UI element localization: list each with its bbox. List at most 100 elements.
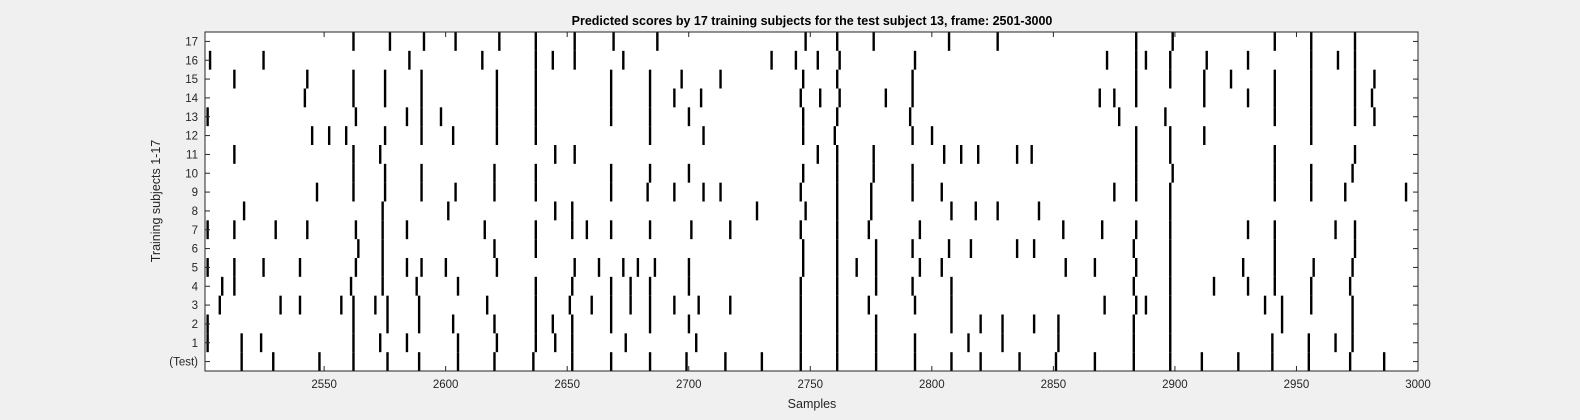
event-mark bbox=[648, 126, 652, 145]
event-mark bbox=[836, 239, 839, 258]
event-mark bbox=[451, 314, 455, 334]
event-mark bbox=[405, 107, 409, 127]
event-mark bbox=[1382, 352, 1386, 371]
event-mark bbox=[495, 258, 499, 277]
event-mark bbox=[1246, 50, 1250, 70]
event-mark bbox=[1263, 295, 1267, 315]
event-mark bbox=[534, 239, 537, 258]
event-mark bbox=[1312, 258, 1315, 277]
event-mark bbox=[724, 352, 727, 371]
event-mark bbox=[420, 88, 423, 108]
event-mark bbox=[1353, 88, 1357, 108]
event-mark bbox=[571, 352, 574, 371]
event-mark bbox=[233, 69, 236, 89]
event-mark bbox=[653, 258, 657, 277]
event-mark bbox=[493, 182, 496, 202]
event-mark bbox=[573, 258, 576, 277]
event-mark bbox=[1135, 50, 1138, 70]
event-mark bbox=[799, 220, 802, 240]
event-mark bbox=[687, 107, 691, 127]
event-mark bbox=[967, 333, 970, 353]
event-mark bbox=[816, 50, 819, 70]
event-mark bbox=[354, 107, 358, 127]
event-mark bbox=[867, 295, 871, 315]
event-mark bbox=[930, 126, 934, 145]
y-tick-label: 5 bbox=[192, 262, 198, 274]
event-mark bbox=[262, 258, 265, 277]
event-mark bbox=[1164, 107, 1167, 127]
event-mark bbox=[1057, 314, 1060, 334]
event-mark bbox=[1132, 333, 1135, 353]
event-mark bbox=[381, 201, 384, 221]
event-mark bbox=[1132, 314, 1135, 334]
event-mark bbox=[874, 239, 878, 258]
event-mark bbox=[1169, 182, 1172, 202]
event-mark bbox=[279, 295, 282, 315]
event-mark bbox=[327, 126, 331, 145]
event-mark bbox=[1015, 239, 1019, 258]
y-tick-label: 9 bbox=[192, 187, 198, 199]
event-mark bbox=[648, 163, 652, 183]
chart-title: Predicted scores by 17 training subjects… bbox=[572, 14, 1053, 28]
event-mark bbox=[799, 182, 802, 202]
event-mark bbox=[388, 32, 392, 51]
event-mark bbox=[799, 295, 802, 315]
event-mark bbox=[1310, 163, 1313, 183]
event-mark bbox=[656, 32, 659, 51]
event-mark bbox=[1307, 352, 1311, 371]
event-mark bbox=[349, 276, 353, 296]
event-mark bbox=[609, 295, 613, 315]
y-tick-label: 17 bbox=[185, 36, 198, 48]
event-mark bbox=[1334, 333, 1337, 353]
event-mark bbox=[233, 276, 236, 296]
event-mark bbox=[240, 352, 243, 371]
event-mark bbox=[836, 69, 839, 89]
event-mark bbox=[969, 239, 973, 258]
event-mark bbox=[942, 145, 946, 164]
event-mark bbox=[801, 163, 805, 183]
event-mark bbox=[1351, 314, 1354, 334]
event-mark bbox=[1144, 295, 1148, 315]
x-axis: 2550 2600 2650 2700 2750 2800 2850 2900 2950 3000 bbox=[311, 32, 1431, 391]
x-tick-label: 2900 bbox=[1162, 379, 1188, 391]
event-mark bbox=[568, 295, 572, 315]
x-tick-label: 2600 bbox=[433, 379, 459, 391]
event-mark bbox=[262, 50, 265, 70]
event-mark bbox=[1001, 333, 1004, 353]
event-mark bbox=[612, 32, 615, 51]
event-mark bbox=[799, 352, 802, 371]
event-mark bbox=[1132, 276, 1135, 296]
event-mark bbox=[597, 258, 601, 277]
event-mark bbox=[872, 145, 875, 164]
event-mark bbox=[801, 126, 805, 145]
event-mark bbox=[697, 295, 700, 315]
event-mark bbox=[1273, 163, 1276, 183]
event-mark bbox=[1353, 239, 1357, 258]
event-mark bbox=[1093, 352, 1097, 371]
event-mark bbox=[979, 314, 982, 334]
event-mark bbox=[352, 352, 355, 371]
event-mark bbox=[456, 276, 460, 296]
event-mark bbox=[1093, 258, 1097, 277]
event-mark bbox=[816, 145, 819, 164]
y-axis-title: Training subjects 1-17 bbox=[149, 140, 163, 263]
event-mark bbox=[340, 295, 343, 315]
event-mark bbox=[1273, 32, 1276, 51]
event-mark bbox=[534, 295, 537, 315]
event-mark bbox=[1246, 276, 1250, 296]
event-mark bbox=[498, 32, 501, 51]
event-mark bbox=[383, 126, 387, 145]
event-mark bbox=[1310, 295, 1313, 315]
event-mark bbox=[836, 163, 839, 183]
event-mark bbox=[673, 182, 676, 202]
event-mark bbox=[1353, 32, 1357, 51]
event-mark bbox=[1169, 239, 1172, 258]
event-mark bbox=[1273, 69, 1276, 89]
event-mark bbox=[950, 201, 953, 221]
event-mark bbox=[454, 182, 457, 202]
event-mark bbox=[872, 32, 875, 51]
event-mark bbox=[534, 314, 537, 334]
event-mark bbox=[629, 276, 632, 296]
event-mark bbox=[1169, 276, 1172, 296]
event-mark bbox=[1351, 295, 1354, 315]
